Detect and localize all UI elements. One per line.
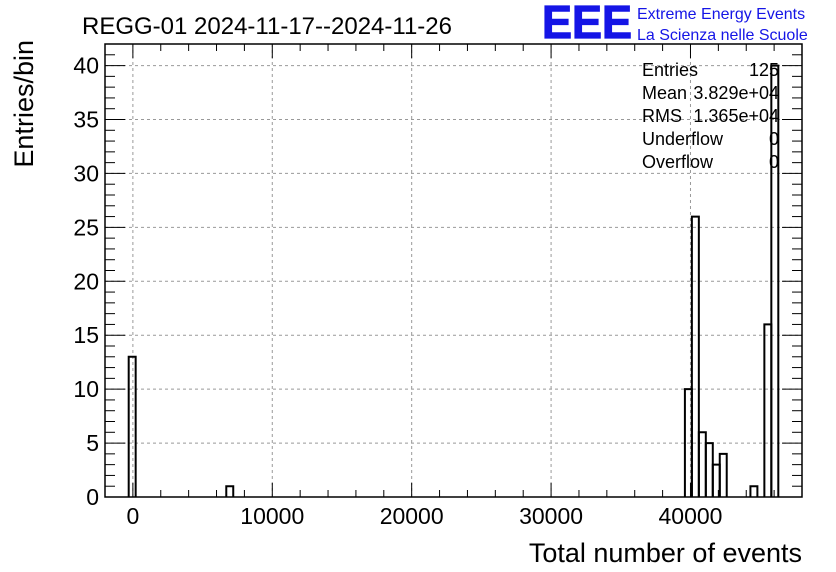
y-tick-label: 15 <box>73 322 99 348</box>
histogram-bin <box>770 64 780 497</box>
histogram-bin <box>704 442 714 497</box>
y-tick-label: 40 <box>73 53 99 79</box>
x-tick-label: 30000 <box>519 503 583 529</box>
y-tick-label: 30 <box>73 160 99 186</box>
histogram-bin <box>127 355 137 497</box>
y-tick-label: 5 <box>86 430 99 456</box>
histogram-bin <box>690 215 700 497</box>
stats-value: 0 <box>769 152 779 172</box>
stats-label: Underflow <box>642 129 724 149</box>
y-tick-label: 0 <box>86 484 99 510</box>
stats-label: RMS <box>642 106 682 126</box>
stats-label: Overflow <box>642 152 714 172</box>
histogram-bin <box>225 485 235 497</box>
stats-box: Entries 125 Mean 3.829e+04 RMS 1.365e+04 Under… <box>642 60 779 172</box>
x-tick-label: 10000 <box>240 503 304 529</box>
x-tick-label: 20000 <box>380 503 444 529</box>
stats-label: Mean <box>642 83 687 103</box>
histogram-bars <box>127 64 780 497</box>
axis-ticks <box>104 44 803 498</box>
x-tick-label: 0 <box>126 503 139 529</box>
stats-value: 1.365e+04 <box>693 106 779 126</box>
stats-value: 0 <box>769 129 779 149</box>
y-tick-label: 35 <box>73 107 99 133</box>
grid-lines <box>105 44 802 497</box>
stats-value: 3.829e+04 <box>693 83 779 103</box>
stats-value: 125 <box>749 60 779 80</box>
stats-label: Entries <box>642 60 698 80</box>
histogram-bin <box>763 323 773 497</box>
logo-letters: EEE <box>542 0 632 48</box>
y-tick-label: 20 <box>73 268 99 294</box>
y-axis-title: Entries/bin <box>9 40 39 168</box>
y-tick-label: 25 <box>73 214 99 240</box>
histogram-bin <box>718 452 728 497</box>
logo-line-1: Extreme Energy Events <box>637 6 805 23</box>
logo-line-2: La Scienza nelle Scuole <box>637 27 808 44</box>
x-tick-label: 40000 <box>658 503 722 529</box>
x-axis-title: Total number of events <box>529 538 802 568</box>
histogram-bin <box>697 431 707 497</box>
tick-labels: 0 10000 20000 30000 40000 0 5 10 15 20 25 30 35 40 <box>73 53 722 529</box>
histogram-bin <box>749 485 759 497</box>
eee-logo: EEE Extreme Energy Events La Scienza nel… <box>541 0 808 49</box>
chart-title: REGG-01 2024-11-17--2024-11-26 <box>82 13 452 40</box>
y-tick-label: 10 <box>73 376 99 402</box>
